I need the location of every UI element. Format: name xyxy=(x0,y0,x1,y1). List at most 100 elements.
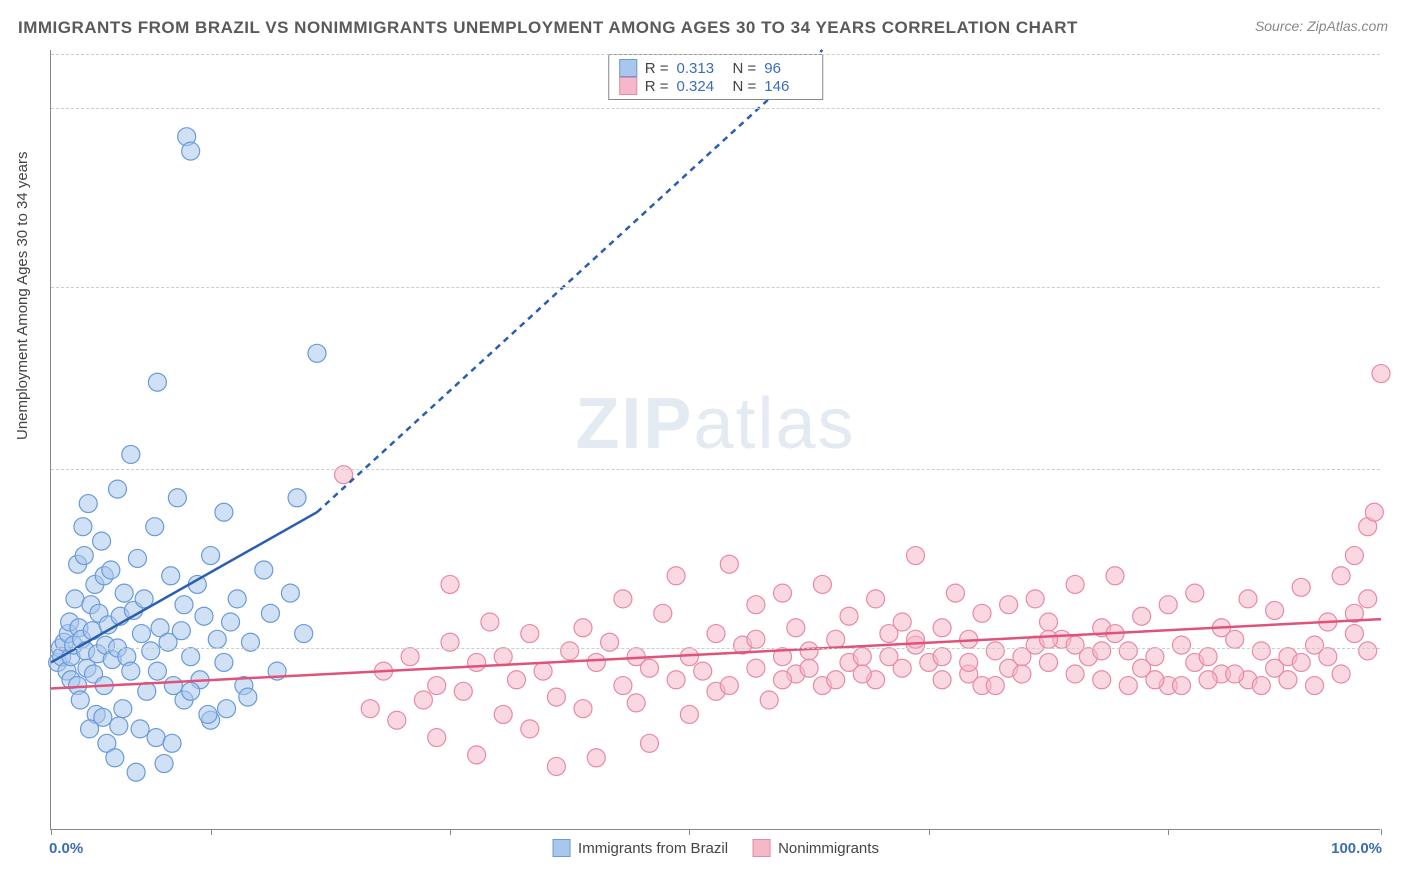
scatter-point xyxy=(1199,671,1217,689)
scatter-point xyxy=(1252,642,1270,660)
scatter-point xyxy=(1013,665,1031,683)
scatter-point xyxy=(494,648,512,666)
scatter-point xyxy=(720,555,738,573)
scatter-point xyxy=(1306,677,1324,695)
scatter-point xyxy=(1119,642,1137,660)
r-value-1: 0.313 xyxy=(677,60,725,77)
scatter-point xyxy=(1066,575,1084,593)
scatter-point xyxy=(182,682,200,700)
scatter-point xyxy=(239,688,257,706)
scatter-point xyxy=(388,711,406,729)
scatter-point xyxy=(441,575,459,593)
scatter-point xyxy=(614,677,632,695)
correlation-legend: R = 0.313 N = 96 R = 0.324 N = 146 xyxy=(608,54,824,100)
legend-row-series1: R = 0.313 N = 96 xyxy=(619,59,813,77)
scatter-point xyxy=(1359,590,1377,608)
scatter-point xyxy=(986,677,1004,695)
scatter-point xyxy=(147,729,165,747)
scatter-point xyxy=(148,662,166,680)
scatter-point xyxy=(1000,596,1018,614)
scatter-point xyxy=(110,717,128,735)
y-axis-label: Unemployment Among Ages 30 to 34 years xyxy=(14,151,31,440)
scatter-point xyxy=(960,653,978,671)
scatter-point xyxy=(1173,677,1191,695)
scatter-point xyxy=(1026,590,1044,608)
scatter-point xyxy=(428,729,446,747)
scatter-point xyxy=(138,682,156,700)
n-value-1: 96 xyxy=(764,60,812,77)
scatter-point xyxy=(800,642,818,660)
scatter-point xyxy=(215,503,233,521)
scatter-point xyxy=(986,642,1004,660)
scatter-point xyxy=(208,630,226,648)
scatter-point xyxy=(547,688,565,706)
scatter-point xyxy=(774,584,792,602)
scatter-point xyxy=(1252,677,1270,695)
scatter-point xyxy=(1199,648,1217,666)
scatter-point xyxy=(222,613,240,631)
scatter-point xyxy=(827,630,845,648)
scatter-point xyxy=(261,604,279,622)
scatter-point xyxy=(1319,648,1337,666)
trend-line xyxy=(317,50,822,512)
scatter-point xyxy=(667,567,685,585)
scatter-point xyxy=(1040,613,1058,631)
scatter-point xyxy=(109,480,127,498)
scatter-point xyxy=(168,489,186,507)
scatter-point xyxy=(827,671,845,689)
scatter-point xyxy=(1359,642,1377,660)
scatter-point xyxy=(907,547,925,565)
scatter-point xyxy=(142,642,160,660)
scatter-point xyxy=(148,373,166,391)
scatter-point xyxy=(414,691,432,709)
scatter-point xyxy=(1066,665,1084,683)
scatter-point xyxy=(146,518,164,536)
scatter-point xyxy=(587,749,605,767)
scatter-point xyxy=(694,662,712,680)
scatter-point xyxy=(867,590,885,608)
scatter-point xyxy=(521,720,539,738)
scatter-point xyxy=(1040,653,1058,671)
scatter-point xyxy=(361,700,379,718)
scatter-point xyxy=(182,142,200,160)
chart-title: IMMIGRANTS FROM BRAZIL VS NONIMMIGRANTS … xyxy=(18,18,1078,38)
legend-item-1: Immigrants from Brazil xyxy=(552,839,728,857)
scatter-point xyxy=(128,549,146,567)
scatter-point xyxy=(774,671,792,689)
scatter-point xyxy=(680,705,698,723)
scatter-point xyxy=(288,489,306,507)
scatter-point xyxy=(74,518,92,536)
scatter-point xyxy=(547,757,565,775)
scatter-svg xyxy=(51,50,1380,829)
scatter-point xyxy=(1279,671,1297,689)
scatter-point xyxy=(1292,653,1310,671)
series-legend: Immigrants from Brazil Nonimmigrants xyxy=(552,839,879,857)
scatter-point xyxy=(933,671,951,689)
scatter-point xyxy=(1266,601,1284,619)
scatter-point xyxy=(840,607,858,625)
scatter-point xyxy=(481,613,499,631)
scatter-point xyxy=(1345,547,1363,565)
scatter-point xyxy=(75,547,93,565)
scatter-point xyxy=(747,596,765,614)
scatter-point xyxy=(215,653,233,671)
scatter-point xyxy=(627,694,645,712)
scatter-point xyxy=(127,763,145,781)
scatter-point xyxy=(973,604,991,622)
scatter-point xyxy=(1186,584,1204,602)
scatter-point xyxy=(853,648,871,666)
source-attribution: Source: ZipAtlas.com xyxy=(1255,18,1388,34)
swatch-pink-icon xyxy=(752,839,770,857)
scatter-point xyxy=(800,659,818,677)
scatter-point xyxy=(760,691,778,709)
scatter-point xyxy=(1106,567,1124,585)
n-label: N = xyxy=(733,60,757,77)
scatter-point xyxy=(614,590,632,608)
scatter-point xyxy=(561,642,579,660)
scatter-point xyxy=(115,584,133,602)
scatter-point xyxy=(122,662,140,680)
scatter-point xyxy=(893,613,911,631)
scatter-point xyxy=(574,700,592,718)
scatter-point xyxy=(295,625,313,643)
x-axis-min-label: 0.0% xyxy=(49,840,83,857)
